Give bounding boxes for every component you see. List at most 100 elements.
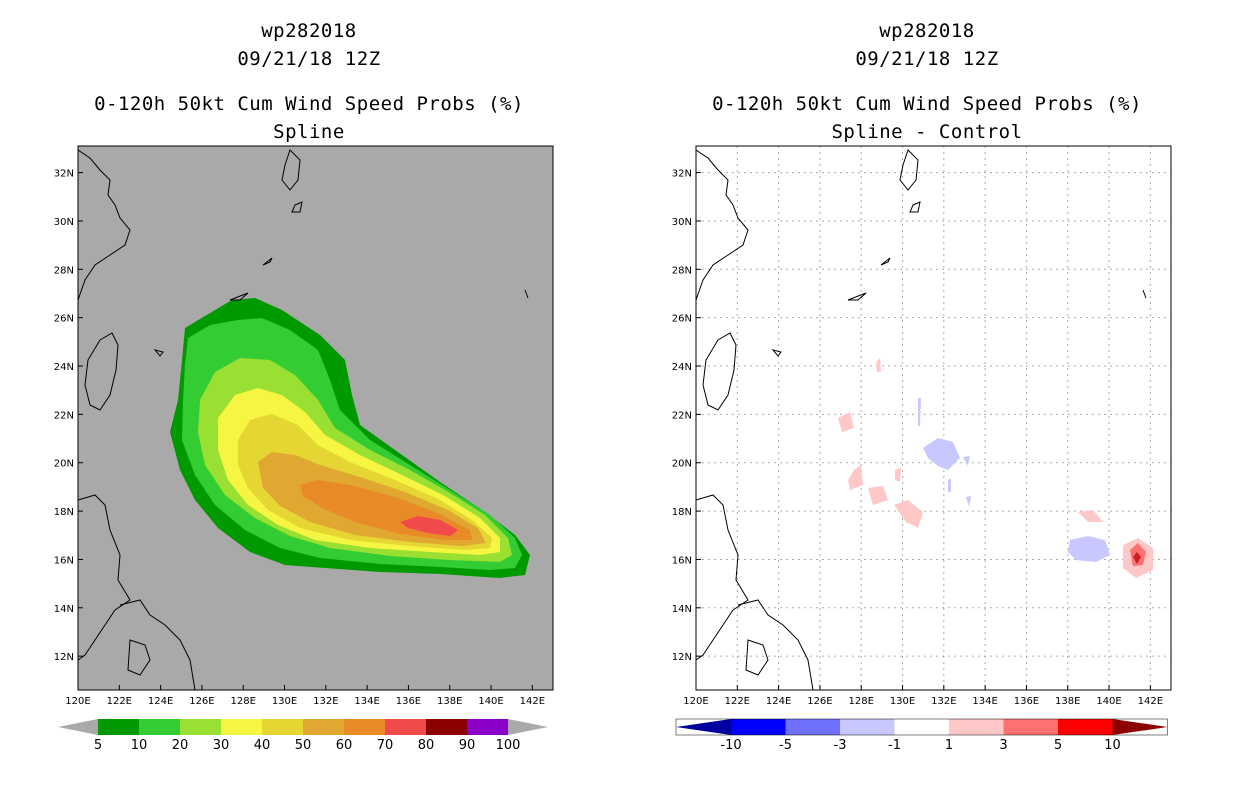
colorbar-swatch xyxy=(180,719,221,735)
coastlines xyxy=(696,149,1147,690)
lon-tick-label: 132E xyxy=(931,696,956,707)
colorbar-swatch xyxy=(894,719,949,735)
lat-tick-label: 16N xyxy=(672,555,692,566)
colorbar-right: -10 -5 -3 -1 1 3 5 10 xyxy=(675,718,1168,753)
colorbar-swatch xyxy=(262,719,303,735)
diff-positive-max xyxy=(1133,552,1141,564)
lat-tick-label: 20N xyxy=(672,459,692,470)
panel-difference: wp282018 09/21/18 12Z 0-120h 50kt Cum Wi… xyxy=(618,0,1236,800)
diff-negative xyxy=(923,438,960,470)
panel-spline: wp282018 09/21/18 12Z 0-120h 50kt Cum Wi… xyxy=(54,20,554,753)
diff-positive xyxy=(868,486,888,505)
lon-tick-label: 134E xyxy=(354,696,379,707)
lat-tick-label: 26N xyxy=(672,314,692,325)
lat-tick-label: 16N xyxy=(54,555,74,566)
colorbar-label: 100 xyxy=(496,738,521,753)
lat-tick-label: 12N xyxy=(54,652,74,663)
lat-tick-label: 22N xyxy=(672,410,692,421)
lat-tick-label: 24N xyxy=(672,362,692,373)
colorbar-label: -3 xyxy=(834,738,847,753)
colorbar-swatch xyxy=(426,719,467,735)
diff-positive xyxy=(876,358,881,372)
colorbar-min-arrow xyxy=(58,719,98,735)
lat-tick-label: 18N xyxy=(54,507,74,518)
lon-tick-label: 122E xyxy=(107,696,132,707)
lat-tick-label: 24N xyxy=(54,362,74,373)
lat-tick-label: 22N xyxy=(54,410,74,421)
colorbar-swatch xyxy=(385,719,426,735)
colorbar-swatch xyxy=(303,719,344,735)
colorbar-label: 90 xyxy=(459,738,476,753)
colorbar-label: -10 xyxy=(720,738,741,753)
datetime-title: 09/21/18 12Z xyxy=(237,48,381,70)
colorbar-max-arrow xyxy=(1112,719,1168,735)
colorbar-swatch xyxy=(344,719,385,735)
colorbar-label: 50 xyxy=(295,738,312,753)
diff-positive xyxy=(848,465,863,490)
lat-tick-label: 14N xyxy=(672,604,692,615)
lon-tick-label: 126E xyxy=(189,696,214,707)
colorbar-swatch xyxy=(1058,719,1113,735)
diff-positive xyxy=(838,412,854,432)
lat-tick-label: 30N xyxy=(54,217,74,228)
lon-tick-label: 136E xyxy=(396,696,421,707)
lon-tick-label: 128E xyxy=(849,696,874,707)
colorbar-outline xyxy=(675,718,1168,736)
colorbar-label: 1 xyxy=(945,738,953,753)
axis-ticks-right: 120E 122E 124E 126E 128E 130E 132E 134E 136E 138E… xyxy=(672,169,1163,707)
lon-tick-label: 136E xyxy=(1014,696,1039,707)
lon-tick-label: 132E xyxy=(313,696,338,707)
colorbar-label: 5 xyxy=(94,738,102,753)
colorbar-swatch xyxy=(949,719,1004,735)
colorbar-swatch xyxy=(139,719,180,735)
colorbar-max-arrow xyxy=(508,719,548,735)
lon-tick-label: 134E xyxy=(972,696,997,707)
lon-tick-label: 122E xyxy=(725,696,750,707)
colorbar-label: 70 xyxy=(377,738,394,753)
storm-id-title: wp282018 xyxy=(261,20,357,42)
lon-tick-label: 130E xyxy=(272,696,297,707)
map-background xyxy=(696,146,1171,690)
colorbar-swatch xyxy=(221,719,262,735)
product-title: 0-120h 50kt Cum Wind Speed Probs (%) xyxy=(94,93,524,115)
lon-tick-label: 138E xyxy=(437,696,462,707)
diff-negative xyxy=(918,398,921,426)
lon-tick-label: 142E xyxy=(520,696,545,707)
lon-tick-label: 140E xyxy=(478,696,503,707)
lat-tick-label: 14N xyxy=(54,604,74,615)
lon-tick-label: 128E xyxy=(231,696,256,707)
colorbar-label: 10 xyxy=(131,738,148,753)
colorbar-label: 80 xyxy=(418,738,435,753)
lon-tick-label: 142E xyxy=(1138,696,1163,707)
diff-negative xyxy=(948,478,951,492)
colorbar-min-arrow xyxy=(676,719,731,735)
diff-positive xyxy=(894,500,923,528)
colorbar-swatch xyxy=(840,719,895,735)
map-frame xyxy=(695,145,1172,691)
lat-tick-label: 12N xyxy=(672,652,692,663)
prob-contour-70 xyxy=(400,516,458,536)
colorbar-label: 60 xyxy=(336,738,353,753)
lon-tick-label: 124E xyxy=(766,696,791,707)
colorbar-label: 30 xyxy=(213,738,230,753)
lon-tick-label: 138E xyxy=(1055,696,1080,707)
product-title: 0-120h 50kt Cum Wind Speed Probs (%) xyxy=(712,93,1142,115)
colorbar-swatch xyxy=(98,719,139,735)
datetime-title: 09/21/18 12Z xyxy=(855,48,999,70)
grid-lines xyxy=(695,146,1171,690)
colorbar-label: 10 xyxy=(1104,738,1121,753)
colorbar-swatch xyxy=(1003,719,1058,735)
lon-tick-label: 140E xyxy=(1096,696,1121,707)
storm-id-title: wp282018 xyxy=(879,20,975,42)
lon-tick-label: 124E xyxy=(148,696,173,707)
diff-positive xyxy=(1078,510,1103,522)
diff-negative xyxy=(1068,536,1110,562)
lon-tick-label: 126E xyxy=(807,696,832,707)
lat-tick-label: 28N xyxy=(672,265,692,276)
map-frame xyxy=(77,145,554,691)
diff-positive xyxy=(895,468,901,482)
diff-negative xyxy=(963,456,970,466)
colorbar-label: 40 xyxy=(254,738,271,753)
diff-negative xyxy=(966,496,971,507)
coastlines xyxy=(78,149,529,690)
